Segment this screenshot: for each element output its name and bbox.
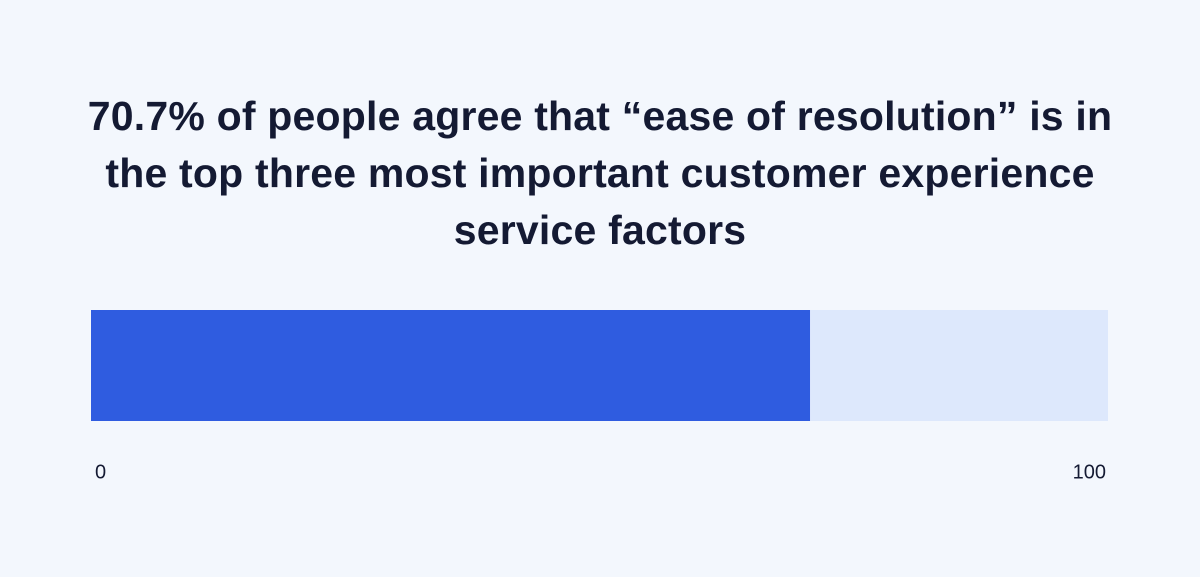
bar	[91, 310, 811, 421]
chart-title: 70.7% of people agree that “ease of reso…	[87, 93, 1113, 253]
x-tick-label: 0	[95, 461, 106, 483]
x-tick-label: 100	[1073, 461, 1106, 483]
